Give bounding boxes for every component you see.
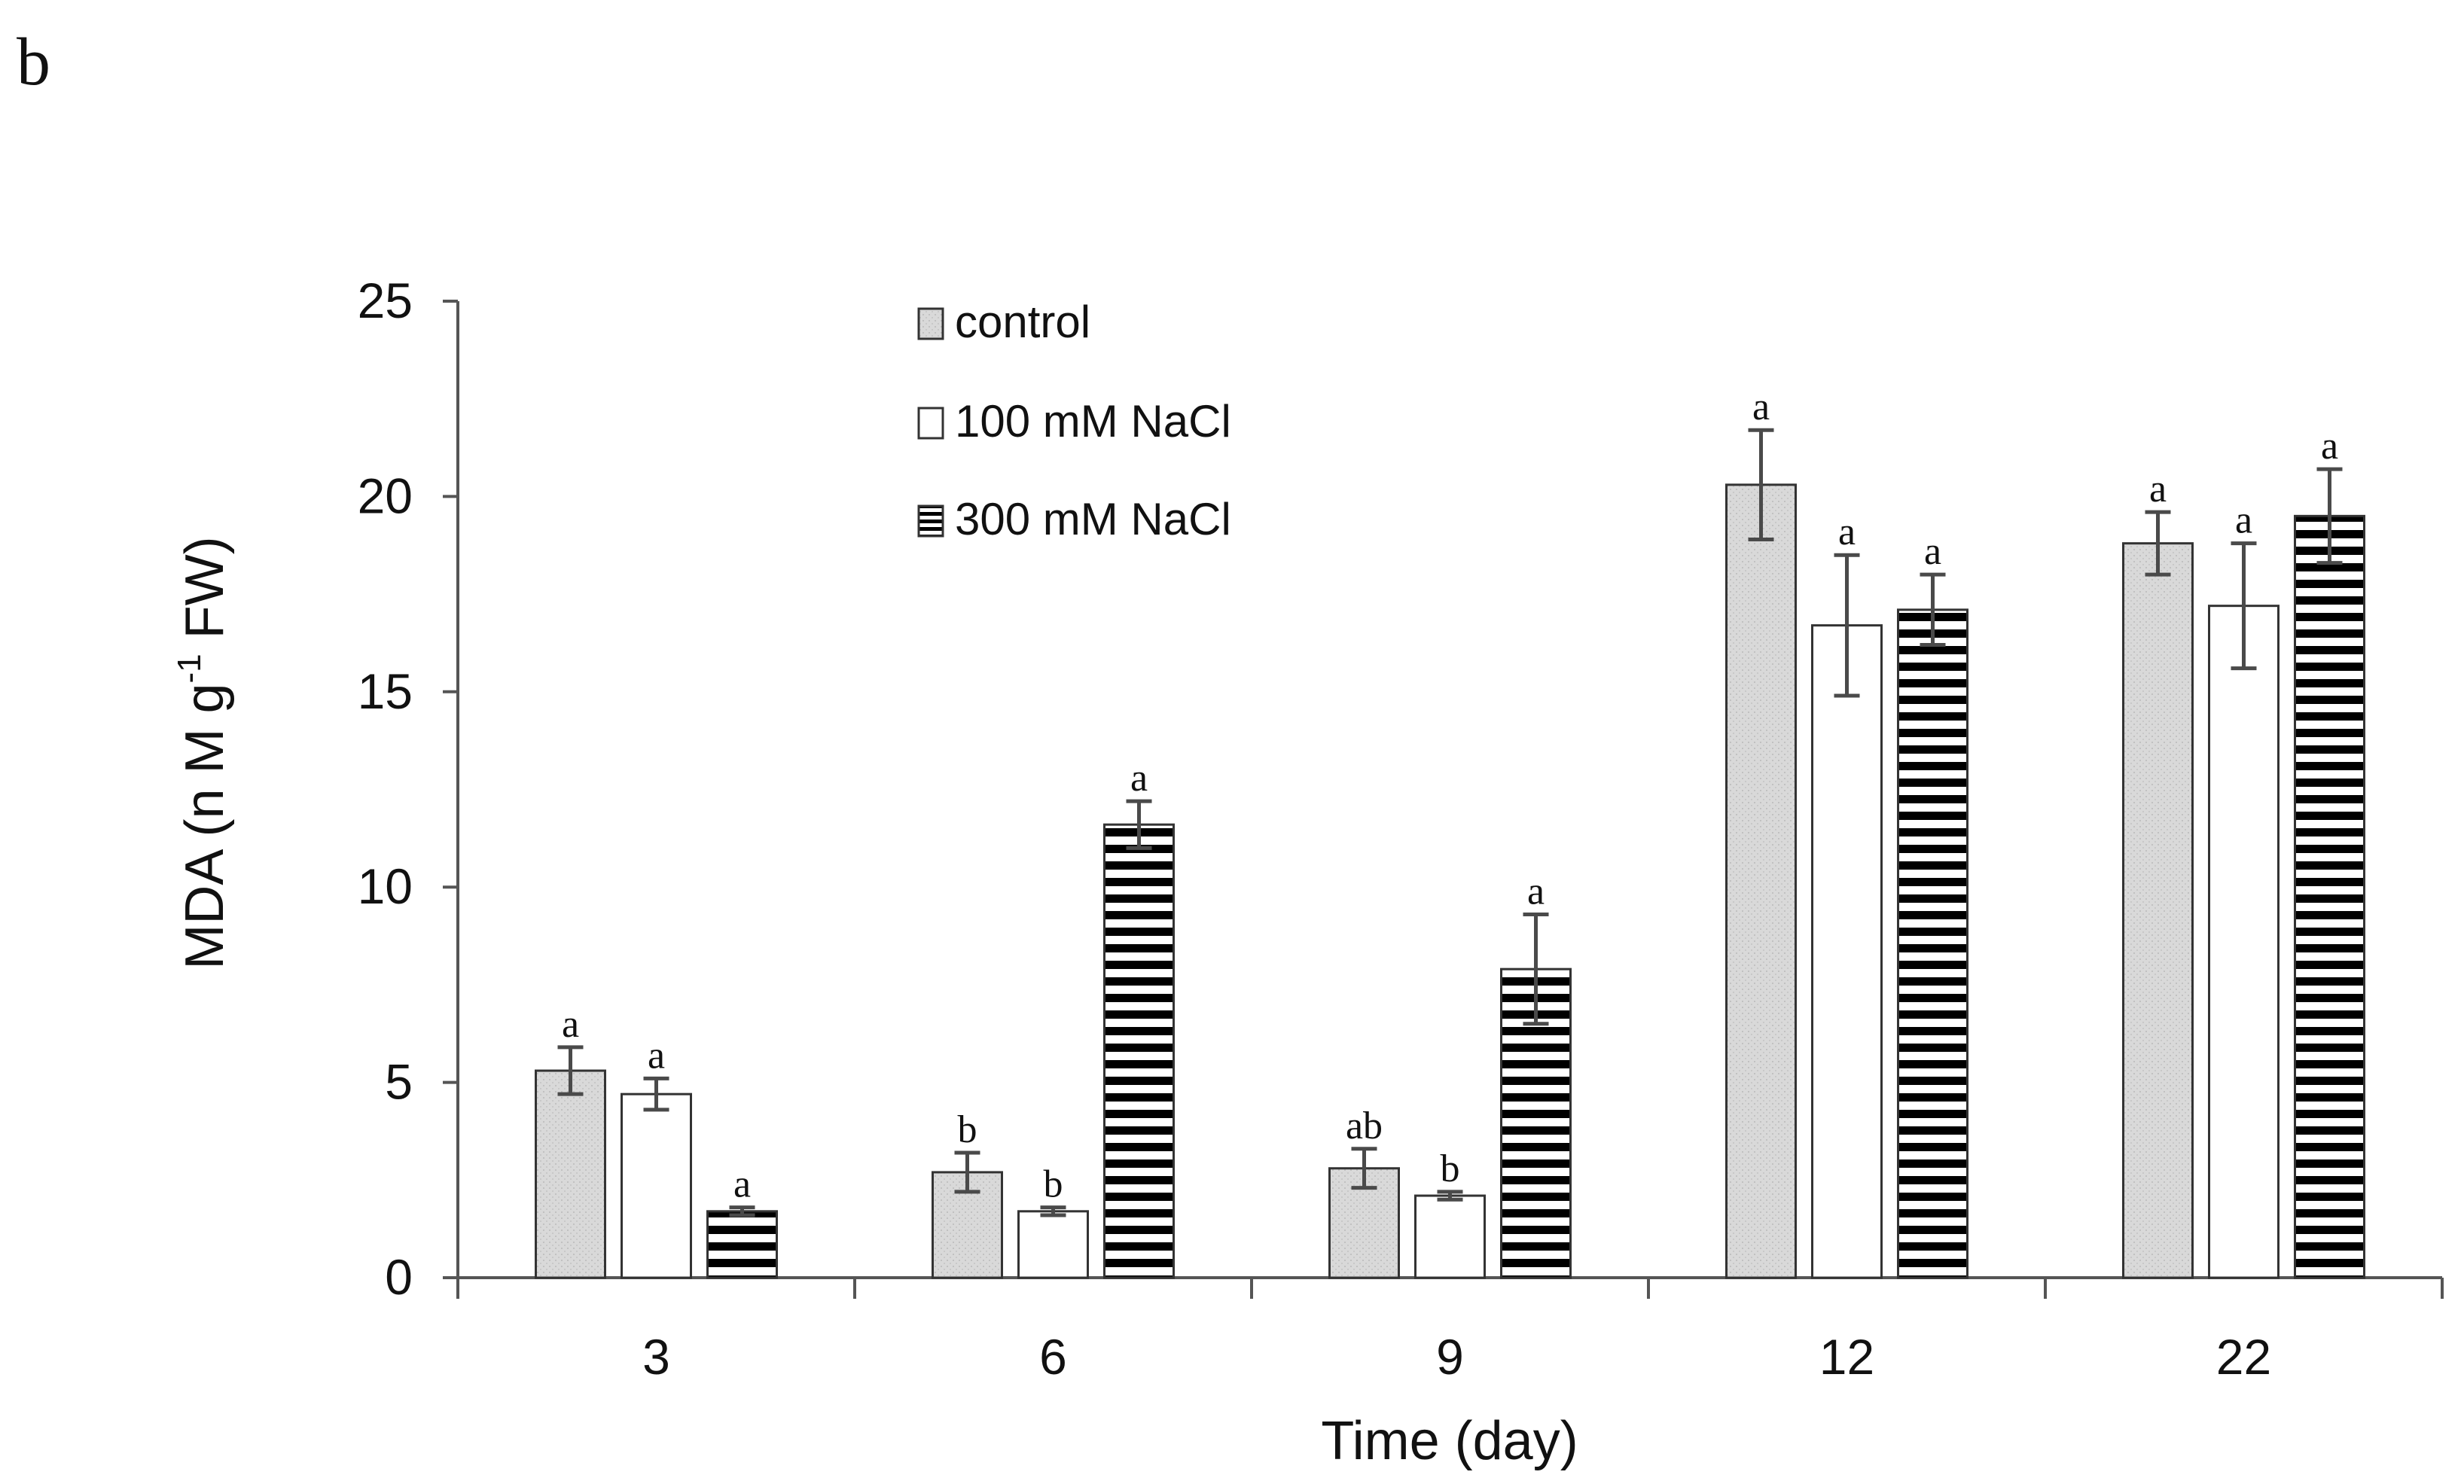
x-tick-labels: 3 6 9 12 22 (642, 1329, 2271, 1385)
significance-letter: a (1130, 757, 1148, 800)
legend-swatch-control (917, 307, 944, 340)
bar-white (1017, 1210, 1089, 1279)
bar-dotted-gray (535, 1069, 606, 1279)
significance-letter: a (1924, 530, 1941, 573)
significance-letter: a (1838, 510, 1856, 553)
legend-label-300mm: 300 mM NaCl (955, 494, 1231, 544)
significance-letter: a (562, 1003, 579, 1046)
x-tick-label: 22 (2216, 1329, 2271, 1385)
x-axis-label: Time (day) (1321, 1411, 1578, 1471)
bar-horizontal-stripes (706, 1210, 778, 1279)
significance-letter: a (2149, 468, 2167, 510)
significance-letter: a (648, 1034, 665, 1077)
y-tick-label: 25 (358, 273, 413, 328)
y-axis-label-main: MDA (n M g (175, 683, 235, 969)
bar-white (1811, 624, 1883, 1279)
legend-label-control: control (955, 297, 1090, 347)
y-tick-label: 15 (358, 663, 413, 719)
bar-horizontal-stripes (1103, 823, 1175, 1279)
bar-dotted-gray (1725, 483, 1797, 1279)
legend-label-100mm: 100 mM NaCl (955, 396, 1231, 446)
significance-letter: a (1527, 870, 1545, 913)
x-tick-label: 3 (642, 1329, 670, 1385)
legend: control 100 mM NaCl 300 mM NaCl (917, 297, 1231, 544)
error-bars-layer (557, 428, 2343, 1217)
significance-letter: a (733, 1163, 751, 1206)
significance-letter: b (1044, 1163, 1063, 1206)
bar-white (1414, 1194, 1486, 1279)
y-tick-label: 5 (385, 1054, 413, 1110)
bar-horizontal-stripes (2294, 514, 2365, 1279)
bar-white (621, 1092, 692, 1279)
axes (443, 300, 2444, 1299)
significance-letter: ab (1346, 1105, 1383, 1147)
panel-label: b (17, 25, 50, 99)
significance-letter: a (1752, 385, 1770, 428)
y-axis-label-end: FW) (175, 536, 235, 654)
x-tick-label: 12 (1819, 1329, 1874, 1385)
bar-dotted-gray (2122, 542, 2194, 1279)
legend-swatch-100mm (917, 407, 944, 440)
significance-letter: b (958, 1108, 977, 1151)
legend-swatch-300mm (917, 504, 944, 538)
bar-horizontal-stripes (1897, 608, 1968, 1279)
significance-letter: a (2321, 425, 2338, 468)
y-tick-labels: 0 5 10 15 20 25 (358, 273, 413, 1305)
y-tick-label: 0 (385, 1249, 413, 1305)
y-axis-label: MDA (n M g-1 FW) (171, 536, 235, 969)
significance-letter: a (2235, 499, 2252, 542)
x-tick-label: 6 (1039, 1329, 1067, 1385)
significance-letter: b (1441, 1147, 1460, 1190)
y-tick-label: 10 (358, 858, 413, 914)
y-tick-label: 20 (358, 468, 413, 523)
x-tick-label: 9 (1436, 1329, 1464, 1385)
bar-white (2208, 605, 2280, 1279)
bars-layer (535, 483, 2365, 1279)
y-axis-label-superscript: -1 (171, 654, 208, 683)
